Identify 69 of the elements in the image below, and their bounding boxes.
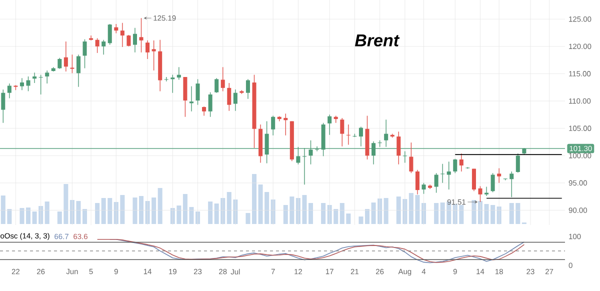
candlestick bbox=[446, 161, 451, 190]
candlestick bbox=[233, 89, 238, 112]
candlestick bbox=[284, 113, 288, 136]
bar bbox=[434, 202, 439, 224]
text: Brent bbox=[354, 34, 400, 46]
candlestick bbox=[422, 182, 426, 194]
candlestick bbox=[126, 34, 131, 47]
candlestick bbox=[58, 58, 62, 70]
bar bbox=[44, 201, 50, 224]
candlestick bbox=[132, 27, 137, 53]
candlestick bbox=[176, 66, 181, 80]
candlestick bbox=[120, 22, 124, 48]
bar bbox=[472, 200, 476, 224]
bar bbox=[208, 201, 213, 224]
candlestick bbox=[510, 171, 514, 198]
candlestick bbox=[1, 89, 6, 124]
candlestick bbox=[340, 118, 344, 147]
bar bbox=[139, 196, 144, 224]
candlestick bbox=[490, 172, 495, 193]
candlestick bbox=[170, 74, 175, 94]
candlestick bbox=[95, 38, 100, 54]
bar bbox=[95, 202, 100, 224]
candlestick bbox=[246, 78, 250, 100]
candlestick bbox=[202, 106, 206, 116]
candlestick bbox=[114, 24, 118, 34]
bar bbox=[364, 208, 370, 224]
candlestick bbox=[196, 78, 200, 106]
candlestick bbox=[7, 83, 12, 99]
candlestick bbox=[415, 169, 420, 195]
bar bbox=[308, 202, 314, 224]
bar bbox=[321, 202, 326, 224]
candlestick bbox=[484, 186, 489, 196]
candlestick bbox=[20, 78, 24, 90]
bar bbox=[358, 216, 364, 224]
bar bbox=[82, 208, 88, 224]
candlestick bbox=[453, 158, 458, 174]
candlestick bbox=[459, 153, 464, 172]
candlestick bbox=[434, 172, 438, 194]
bar bbox=[252, 174, 257, 224]
bar bbox=[384, 198, 388, 224]
bar bbox=[26, 207, 31, 224]
candlestick bbox=[26, 76, 30, 92]
candlestick bbox=[152, 40, 156, 71]
candlestick bbox=[189, 86, 194, 112]
candlestick bbox=[183, 76, 188, 118]
candlestick bbox=[64, 41, 68, 72]
candlestick bbox=[409, 142, 414, 174]
bar bbox=[158, 188, 162, 224]
candlestick bbox=[76, 54, 80, 88]
candlestick bbox=[516, 153, 520, 173]
candlestick bbox=[328, 114, 332, 136]
candlestick bbox=[220, 66, 225, 92]
candlestick bbox=[32, 72, 37, 84]
bar bbox=[132, 197, 138, 224]
candlestick bbox=[102, 40, 106, 55]
candlestick bbox=[208, 92, 212, 118]
bar bbox=[20, 208, 24, 224]
candlestick bbox=[271, 115, 276, 136]
candlestick bbox=[108, 24, 112, 46]
candlestick bbox=[70, 54, 74, 74]
candlestick bbox=[396, 131, 401, 165]
candlestick bbox=[146, 40, 150, 60]
candlestick bbox=[214, 78, 219, 94]
candlestick bbox=[82, 38, 87, 69]
candlestick bbox=[227, 82, 232, 112]
candlestick bbox=[497, 168, 502, 184]
candlestick bbox=[472, 168, 476, 192]
candlestick bbox=[45, 70, 50, 84]
bar bbox=[246, 212, 250, 224]
